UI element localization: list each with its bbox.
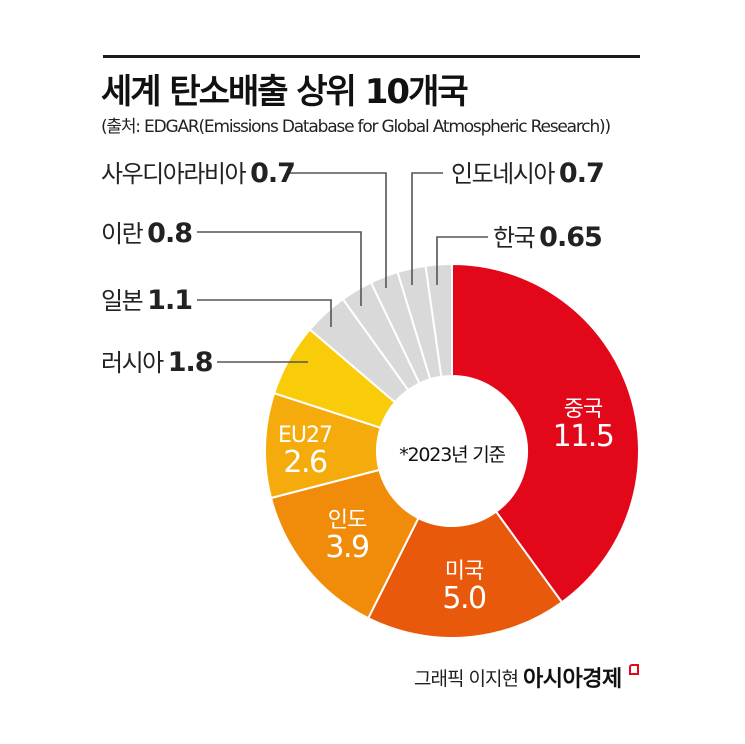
slice-name: 인도 xyxy=(327,508,367,533)
donut-slices xyxy=(264,262,640,639)
top-rule xyxy=(103,55,640,58)
label-name: 한국 xyxy=(493,224,536,252)
slice-name: 미국 xyxy=(444,559,484,584)
label-saudi: 사우디아라비아 0.7 xyxy=(101,158,296,189)
leader-line-iran xyxy=(197,231,362,306)
leader-line-indonesia xyxy=(411,172,443,285)
label-iran: 이란 0.8 xyxy=(101,218,193,249)
brand-logo: 아시아경제 xyxy=(523,667,622,692)
chart-source: (출처: EDGAR(Emissions Database for Global… xyxy=(101,117,611,137)
leader-line-saudi xyxy=(288,172,387,288)
label-indonesia: 인도네시아 0.7 xyxy=(451,158,605,189)
donut-slice-9 xyxy=(424,262,453,378)
label-name: 러시아 xyxy=(101,349,164,377)
slice-value: 2.6 xyxy=(283,445,328,481)
label-korea: 한국 0.65 xyxy=(493,222,603,253)
label-name: 일본 xyxy=(101,287,144,315)
slice-name: 중국 xyxy=(563,397,603,422)
donut-slice-0 xyxy=(451,262,640,604)
label-name: 사우디아라비아 xyxy=(101,160,247,188)
label-value: 0.7 xyxy=(250,158,296,189)
label-name: 이란 xyxy=(101,220,144,248)
leader-line-japan xyxy=(197,299,332,327)
brand-mark-icon xyxy=(629,664,639,675)
leader-lines xyxy=(197,172,488,363)
label-value: 1.8 xyxy=(167,347,214,378)
slice-label-eu27: EU27 2.6 xyxy=(278,423,333,481)
slice-value: 3.9 xyxy=(325,530,370,566)
slice-label-india: 인도 3.9 xyxy=(325,508,370,566)
label-japan: 일본 1.1 xyxy=(101,285,193,316)
slice-value: 11.5 xyxy=(552,419,615,455)
label-name: 인도네시아 xyxy=(451,160,555,188)
label-value: 0.8 xyxy=(147,218,193,249)
slice-name: EU27 xyxy=(278,423,333,448)
label-russia: 러시아 1.8 xyxy=(101,347,214,378)
donut-slice-1 xyxy=(366,510,564,639)
graphic-credit: 그래픽 이지현 xyxy=(414,668,519,690)
label-value: 1.1 xyxy=(147,285,193,316)
chart-title: 세계 탄소배출 상위 10개국 xyxy=(101,72,469,112)
label-value: 0.65 xyxy=(539,222,603,253)
slice-label-usa: 미국 5.0 xyxy=(442,559,487,617)
donut-slice-2 xyxy=(269,468,420,620)
leader-line-korea xyxy=(436,236,488,285)
label-value: 0.7 xyxy=(558,158,605,189)
slice-label-china: 중국 11.5 xyxy=(552,397,615,455)
center-note: *2023년 기준 xyxy=(399,444,506,466)
slice-value: 5.0 xyxy=(442,581,487,617)
